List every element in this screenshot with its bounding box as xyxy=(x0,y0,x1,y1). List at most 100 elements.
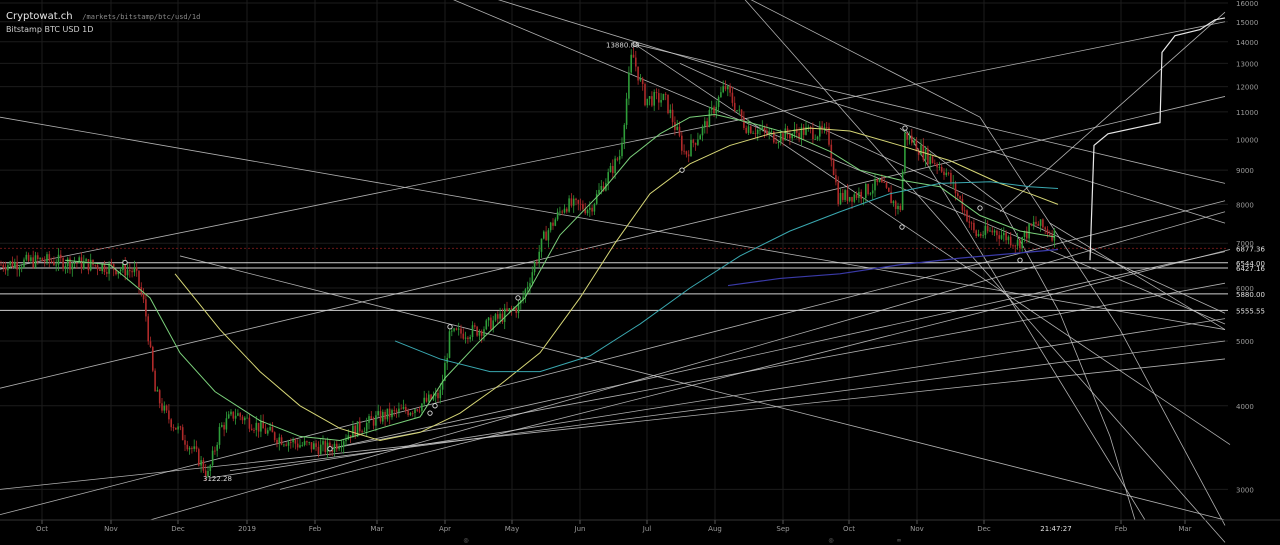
candle-up xyxy=(303,441,306,445)
x-tick-label: 2019 xyxy=(238,525,256,533)
candle-up xyxy=(717,97,720,107)
candle-up xyxy=(878,179,881,182)
candle-down xyxy=(103,264,106,273)
candle-up xyxy=(508,308,511,311)
candle-up xyxy=(607,172,609,184)
candle-up xyxy=(89,259,92,271)
candle-up xyxy=(319,444,322,455)
moving-average-long xyxy=(727,248,1059,287)
candle-down xyxy=(802,127,805,135)
candle-down xyxy=(828,127,830,145)
candle-down xyxy=(664,93,667,95)
candle-down xyxy=(276,439,278,444)
pivot-point xyxy=(447,324,453,330)
market-path: /markets/bitstamp/btc/usd/1d xyxy=(82,13,201,21)
candle-down xyxy=(149,341,152,347)
candle-down xyxy=(467,337,469,340)
candle-down xyxy=(754,132,757,134)
candle-up xyxy=(177,426,179,430)
candle-up xyxy=(1032,221,1035,226)
candle-down xyxy=(515,308,517,314)
candle-up xyxy=(287,442,290,446)
candle-down xyxy=(911,135,913,143)
candle-down xyxy=(1026,231,1028,239)
candle-up xyxy=(554,219,557,226)
candle-down xyxy=(825,127,828,129)
candle-up xyxy=(211,450,214,466)
candle-up xyxy=(20,266,23,269)
candle-up xyxy=(595,193,598,204)
candle-down xyxy=(195,446,198,450)
candle-up xyxy=(421,403,423,411)
candle-up xyxy=(871,190,874,194)
candle-down xyxy=(48,254,51,261)
candle-down xyxy=(1035,221,1037,224)
y-tick-label: 3000 xyxy=(1236,486,1254,494)
candle-up xyxy=(18,268,21,270)
x-tick-label: Oct xyxy=(36,525,48,533)
candle-down xyxy=(437,392,439,399)
site-name[interactable]: Cryptowat.ch xyxy=(6,11,73,22)
candle-up xyxy=(874,178,876,191)
candle-up xyxy=(858,191,860,198)
candle-down xyxy=(359,421,361,432)
candle-up xyxy=(478,331,481,336)
candle-down xyxy=(545,231,547,241)
candle-up xyxy=(188,447,191,450)
candle-down xyxy=(998,235,1000,239)
candle-up xyxy=(363,430,366,432)
candle-up xyxy=(216,444,218,451)
y-tick-label: 10000 xyxy=(1236,137,1258,145)
candle-up xyxy=(522,296,524,301)
candle-up xyxy=(391,410,393,418)
candle-down xyxy=(131,271,133,273)
candle-down xyxy=(250,428,253,430)
candle-up xyxy=(982,234,984,236)
candle-up xyxy=(414,409,416,414)
candle-up xyxy=(83,261,85,269)
candle-down xyxy=(963,210,966,212)
candle-up xyxy=(448,331,451,358)
candle-up xyxy=(428,394,430,402)
candle-down xyxy=(476,326,478,336)
candle-up xyxy=(221,425,223,427)
candle-up xyxy=(529,283,531,287)
trendline xyxy=(0,96,1226,389)
candle-down xyxy=(27,254,30,261)
candle-down xyxy=(961,198,964,211)
candle-down xyxy=(129,270,131,272)
horizontal-levels xyxy=(0,247,1228,311)
candle-down xyxy=(975,230,977,236)
candle-up xyxy=(768,131,770,135)
candle-up xyxy=(345,439,347,442)
y-tick-label: 8000 xyxy=(1236,201,1254,209)
candle-down xyxy=(490,317,492,330)
projection-line xyxy=(1089,17,1226,261)
candle-down xyxy=(671,109,674,123)
candle-down xyxy=(1051,234,1053,241)
candle-up xyxy=(660,100,662,103)
candle-up xyxy=(517,303,520,314)
candle-up xyxy=(559,211,561,213)
candle-up xyxy=(193,446,195,449)
candle-down xyxy=(158,390,161,404)
candle-down xyxy=(602,186,605,191)
candle-up xyxy=(122,263,124,270)
y-tick-label: 16000 xyxy=(1236,0,1258,8)
candle-up xyxy=(451,330,453,332)
candle-down xyxy=(0,264,2,266)
candle-down xyxy=(324,441,327,453)
candle-up xyxy=(218,426,221,445)
pivot-point xyxy=(515,295,521,301)
candle-down xyxy=(257,422,260,432)
candle-down xyxy=(181,427,184,441)
candle-down xyxy=(1012,245,1014,247)
pivot-point xyxy=(1017,257,1023,263)
candle-up xyxy=(292,439,294,443)
candle-up xyxy=(64,266,67,269)
candle-down xyxy=(253,429,255,431)
candle-up xyxy=(9,261,11,266)
candle-down xyxy=(796,129,798,133)
pivot-point xyxy=(432,403,438,409)
